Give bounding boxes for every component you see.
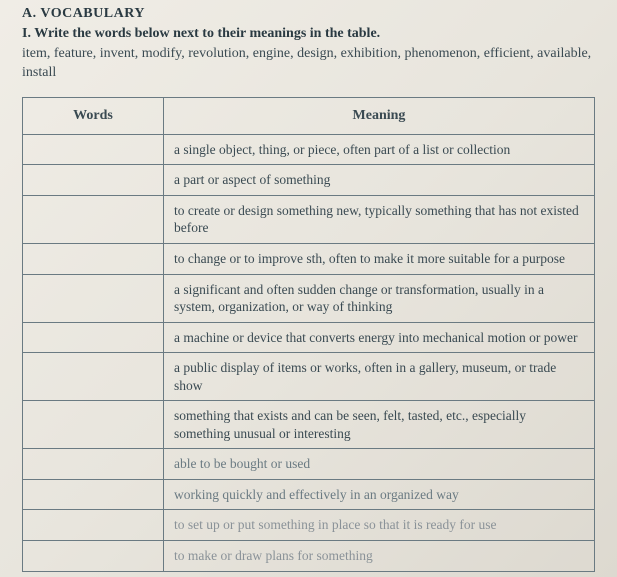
word-cell[interactable] bbox=[23, 540, 164, 571]
meaning-cell: a public display of items or works, ofte… bbox=[164, 353, 595, 401]
word-cell[interactable] bbox=[23, 322, 164, 353]
meaning-cell: to create or design something new, typic… bbox=[164, 195, 595, 243]
meaning-cell: a part or aspect of something bbox=[164, 165, 595, 196]
word-cell[interactable] bbox=[23, 274, 164, 322]
meaning-cell: working quickly and effectively in an or… bbox=[164, 479, 595, 510]
table-row: able to be bought or used bbox=[23, 449, 595, 480]
meaning-cell: to set up or put something in place so t… bbox=[164, 510, 595, 541]
table-row: to set up or put something in place so t… bbox=[23, 510, 595, 541]
table-row: something that exists and can be seen, f… bbox=[23, 401, 595, 449]
table-row: to change or to improve sth, often to ma… bbox=[23, 243, 595, 274]
vocab-table: Words Meaning a single object, thing, or… bbox=[22, 97, 595, 572]
table-row: to create or design something new, typic… bbox=[23, 195, 595, 243]
table-row: a significant and often sudden change or… bbox=[23, 274, 595, 322]
word-cell[interactable] bbox=[23, 353, 164, 401]
worksheet-page: A. VOCABULARY I. Write the words below n… bbox=[0, 0, 617, 572]
word-cell[interactable] bbox=[23, 243, 164, 274]
word-cell[interactable] bbox=[23, 510, 164, 541]
section-header: A. VOCABULARY bbox=[22, 6, 595, 22]
meaning-cell: to make or draw plans for something bbox=[164, 540, 595, 571]
word-cell[interactable] bbox=[23, 401, 164, 449]
table-row: a part or aspect of something bbox=[23, 165, 595, 196]
table-row: a single object, thing, or piece, often … bbox=[23, 134, 595, 165]
word-bank: item, feature, invent, modify, revolutio… bbox=[22, 45, 595, 83]
meaning-cell: to change or to improve sth, often to ma… bbox=[164, 243, 595, 274]
word-cell[interactable] bbox=[23, 195, 164, 243]
meaning-cell: able to be bought or used bbox=[164, 449, 595, 480]
table-row: to make or draw plans for something bbox=[23, 540, 595, 571]
meaning-cell: a machine or device that converts energy… bbox=[164, 322, 595, 353]
col-header-words: Words bbox=[23, 97, 164, 134]
word-cell[interactable] bbox=[23, 479, 164, 510]
meaning-cell: a single object, thing, or piece, often … bbox=[164, 134, 595, 165]
word-cell[interactable] bbox=[23, 134, 164, 165]
table-header-row: Words Meaning bbox=[23, 97, 595, 134]
word-cell[interactable] bbox=[23, 449, 164, 480]
meaning-cell: a significant and often sudden change or… bbox=[164, 274, 595, 322]
table-row: a machine or device that converts energy… bbox=[23, 322, 595, 353]
col-header-meaning: Meaning bbox=[164, 97, 595, 134]
word-cell[interactable] bbox=[23, 165, 164, 196]
instruction-line: I. Write the words below next to their m… bbox=[22, 26, 595, 42]
table-row: working quickly and effectively in an or… bbox=[23, 479, 595, 510]
table-row: a public display of items or works, ofte… bbox=[23, 353, 595, 401]
meaning-cell: something that exists and can be seen, f… bbox=[164, 401, 595, 449]
